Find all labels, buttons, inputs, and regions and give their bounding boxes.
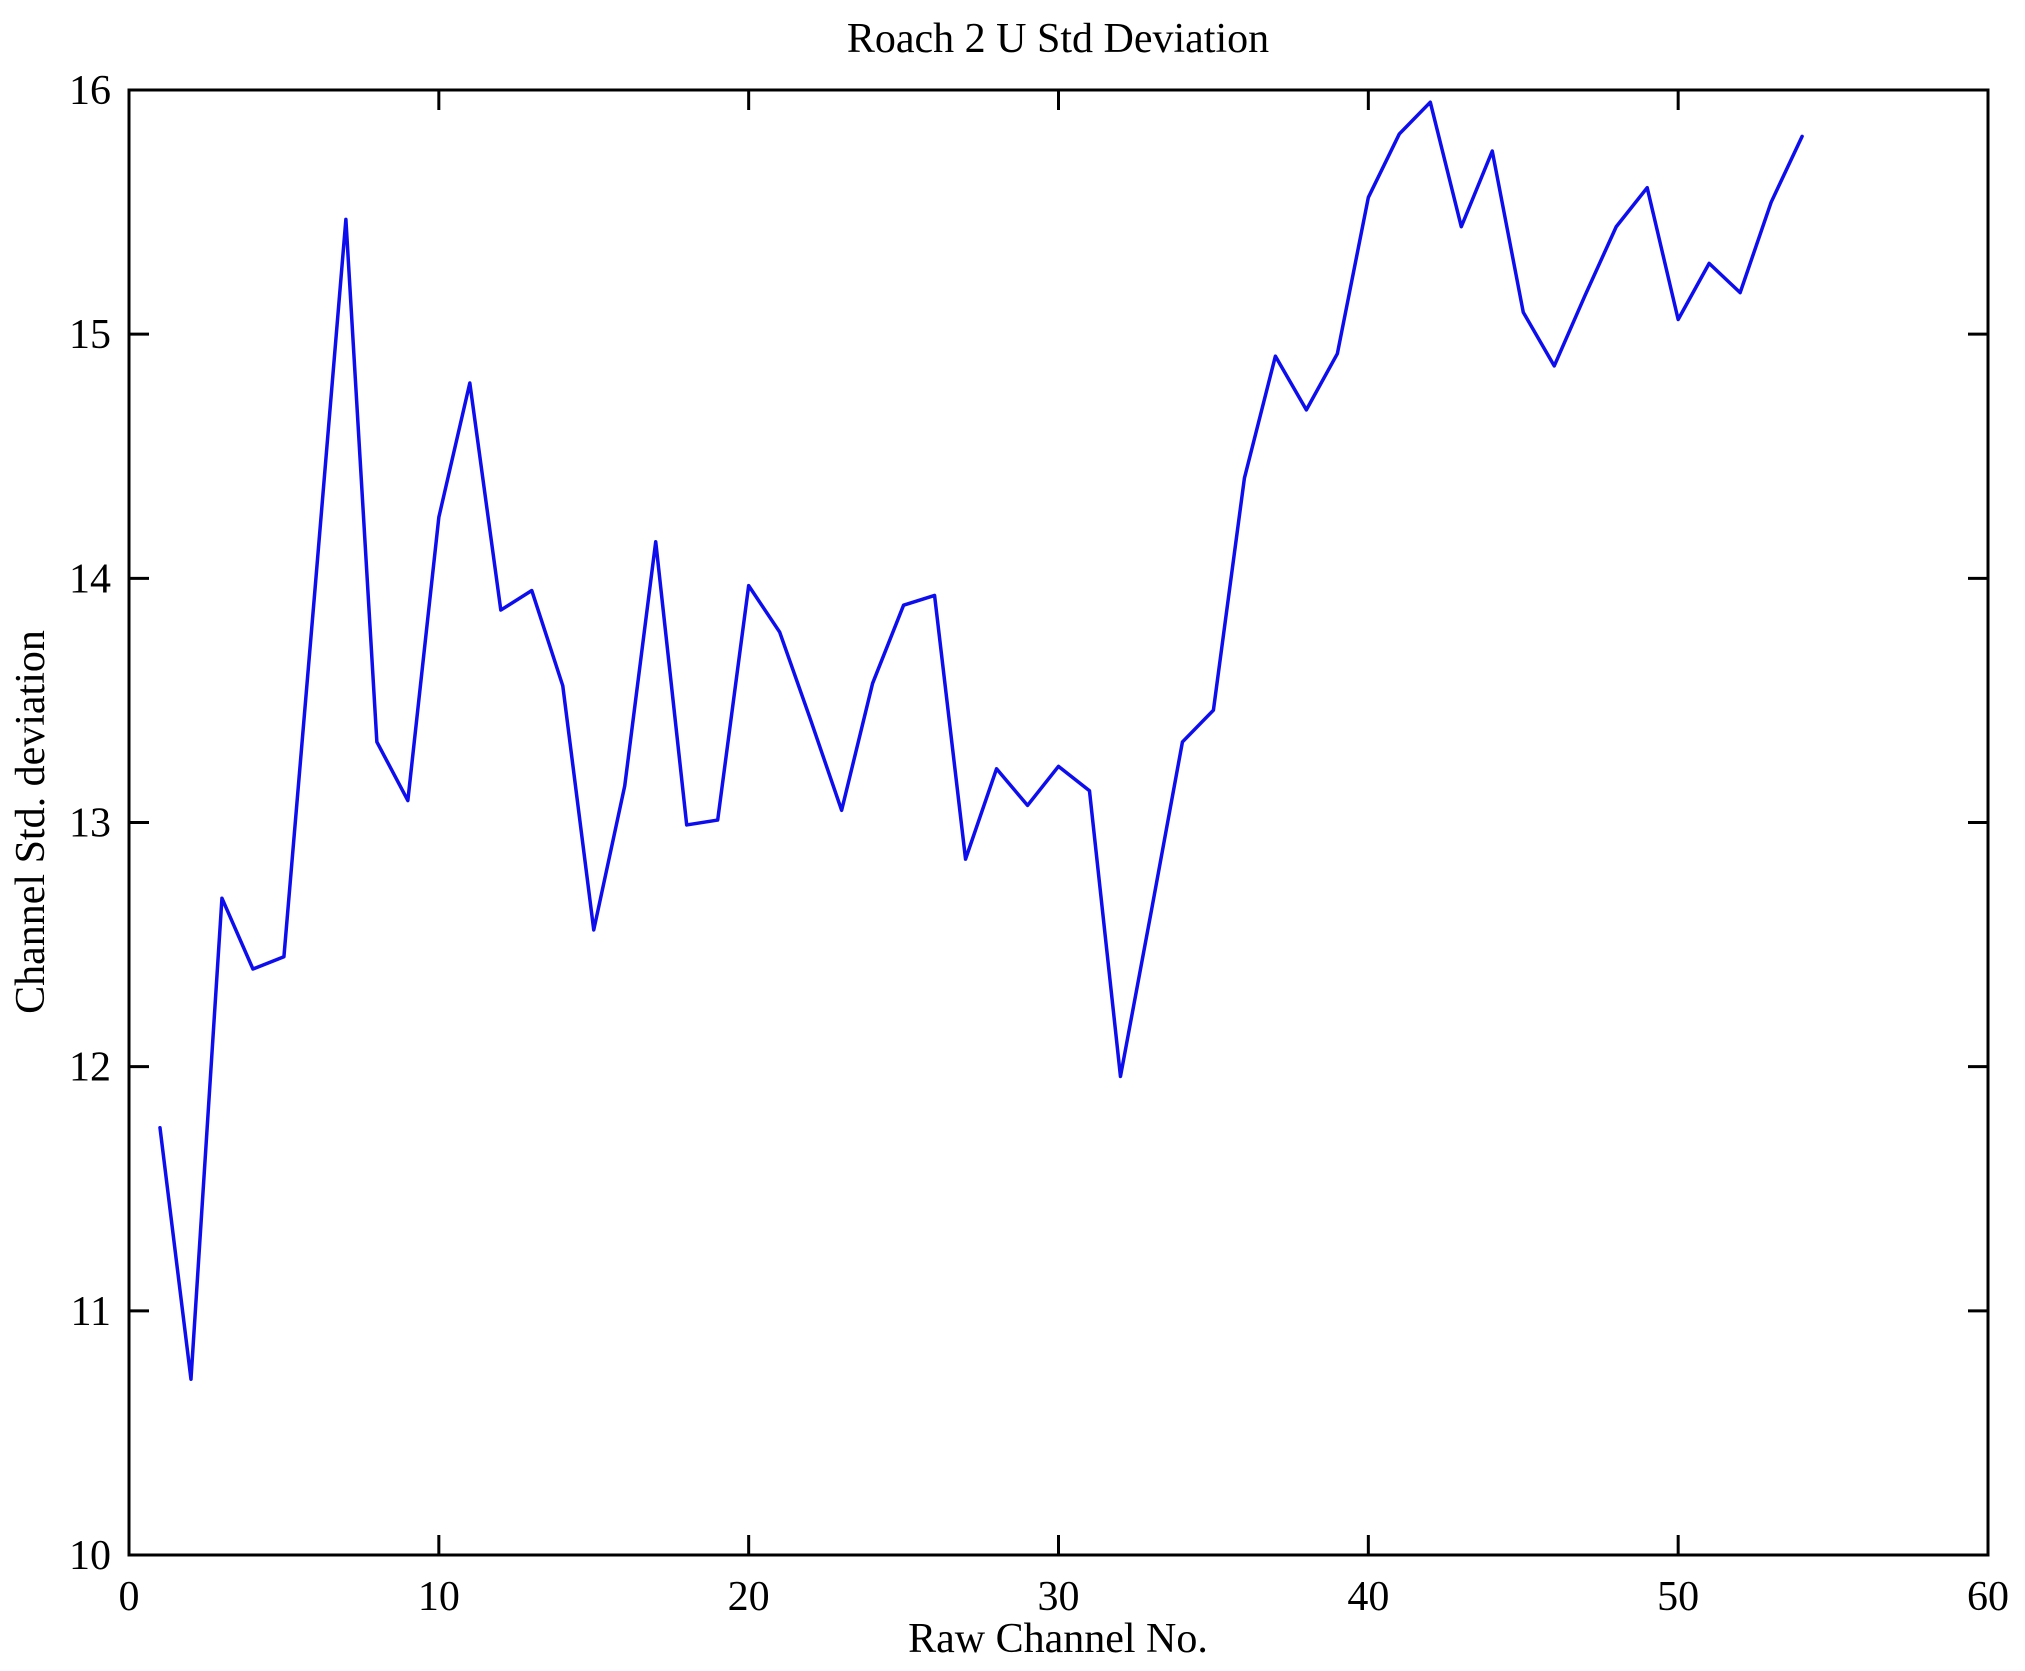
x-tick-label: 50 [1657, 1574, 1699, 1620]
x-tick-label: 40 [1347, 1574, 1389, 1620]
y-tick-label: 12 [69, 1045, 111, 1091]
x-axis-label: Raw Channel No. [908, 1616, 1208, 1662]
data-line-series [158, 100, 1804, 1381]
y-tick-label: 10 [69, 1533, 111, 1579]
x-tick-label: 10 [418, 1574, 460, 1620]
chart-title: Roach 2 U Std Deviation [847, 16, 1269, 62]
axis-ticks [127, 88, 1990, 1557]
y-tick-label: 13 [69, 801, 111, 847]
x-tick-label: 20 [728, 1574, 770, 1620]
y-tick-label: 15 [69, 312, 111, 358]
x-tick-label: 60 [1967, 1574, 2009, 1620]
plot-area [129, 90, 1988, 1555]
x-axis-tick-labels: 0 10 20 30 40 50 60 [119, 1574, 2010, 1620]
y-tick-label: 14 [69, 556, 111, 602]
y-axis-label: Channel Std. deviation [8, 630, 54, 1014]
y-tick-label: 16 [69, 68, 111, 114]
y-tick-label: 11 [71, 1289, 111, 1335]
x-tick-label: 0 [119, 1574, 140, 1620]
y-axis-tick-labels: 10 11 12 13 14 15 16 [69, 68, 111, 1579]
x-tick-label: 30 [1038, 1574, 1080, 1620]
